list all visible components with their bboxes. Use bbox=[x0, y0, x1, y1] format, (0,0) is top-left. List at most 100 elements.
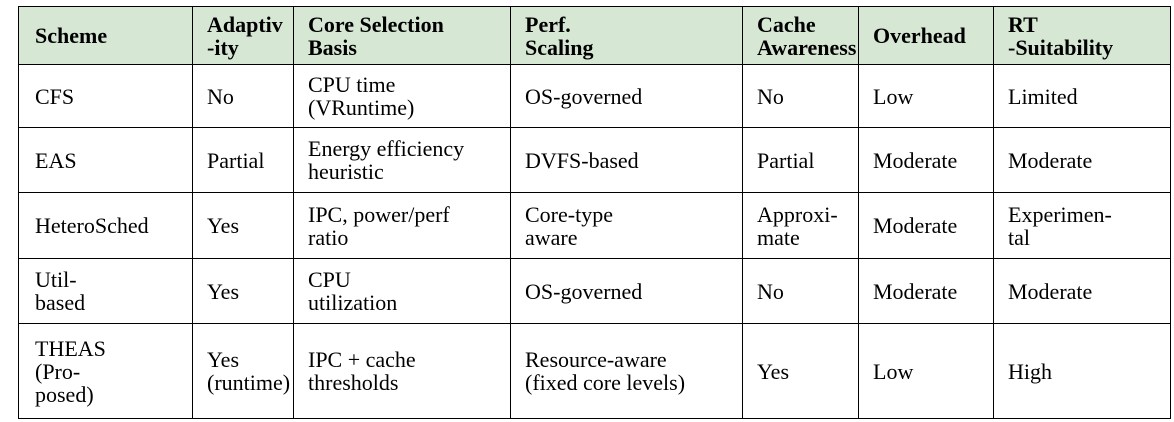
cell-line: THEAS bbox=[35, 335, 106, 361]
table-cell: Resource-aware (fixed core levels) bbox=[510, 323, 743, 419]
cell-line: (VRuntime) bbox=[308, 95, 415, 120]
table-cell: Limited bbox=[993, 64, 1171, 128]
table-cell: No bbox=[742, 64, 859, 128]
cell-line: (runtime) bbox=[207, 370, 291, 395]
table-body: CFS No CPU time (VRuntime) OS-governed No Low L… bbox=[18, 64, 1171, 419]
table-cell: High bbox=[993, 323, 1171, 419]
cell-line: Approxi- bbox=[757, 201, 838, 227]
cell-line: Limited bbox=[1008, 83, 1078, 109]
cell-line: Cache bbox=[757, 11, 816, 37]
cell-line: No bbox=[207, 83, 234, 109]
cell-line: Scaling bbox=[525, 34, 594, 60]
table-cell: Moderate bbox=[858, 192, 994, 259]
header-cell: Overhead bbox=[858, 6, 994, 65]
table-cell: IPC, power/perf ratio bbox=[293, 192, 511, 259]
cell-line: High bbox=[1008, 358, 1052, 384]
cell-line: posed) bbox=[35, 381, 94, 407]
table-cell: Core-type aware bbox=[510, 192, 743, 259]
cell-line: (fixed core levels) bbox=[525, 370, 686, 395]
table-cell: Moderate bbox=[858, 127, 994, 193]
header-cell: Cache Awareness bbox=[742, 6, 859, 65]
table-cell: OS-governed bbox=[510, 64, 743, 128]
cell-line: Energy efficiency bbox=[308, 136, 465, 161]
cell-line: Basis bbox=[308, 34, 357, 60]
table-cell: Moderate bbox=[993, 258, 1171, 324]
cell-line: DVFS-based bbox=[525, 147, 639, 173]
cell-line: HeteroSched bbox=[35, 213, 149, 238]
header-row: Scheme Adaptiv -ity Core Selection Basis Perf… bbox=[18, 6, 1171, 65]
cell-line: Moderate bbox=[1008, 147, 1093, 173]
table-cell: Yes (runtime) bbox=[192, 323, 294, 419]
header-cell: Perf. Scaling bbox=[510, 6, 743, 65]
cell-line: (Pro- bbox=[35, 358, 81, 384]
cell-line: Awareness bbox=[757, 34, 857, 60]
table-cell: Moderate bbox=[993, 127, 1171, 193]
cell-line: Core Selection bbox=[308, 11, 444, 37]
comparison-table: Scheme Adaptiv -ity Core Selection Basis Perf… bbox=[18, 6, 1171, 419]
table-cell: No bbox=[192, 64, 294, 128]
cell-line: RT bbox=[1008, 11, 1038, 37]
cell-line: Low bbox=[873, 358, 914, 384]
cell-line: Adaptiv bbox=[207, 11, 283, 37]
table-cell: CPU time (VRuntime) bbox=[293, 64, 511, 128]
table-cell: THEAS (Pro-posed) bbox=[18, 323, 193, 419]
cell-line: Moderate bbox=[873, 213, 958, 238]
table-row: CFS No CPU time (VRuntime) OS-governed No Low L… bbox=[18, 64, 1171, 128]
cell-line: mate bbox=[757, 224, 800, 250]
cell-line: No bbox=[757, 278, 784, 304]
cell-line: Moderate bbox=[873, 278, 958, 304]
cell-line: OS-governed bbox=[525, 83, 643, 109]
cell-line: Partial bbox=[207, 147, 265, 173]
table-cell: Low bbox=[858, 64, 994, 128]
cell-line: EAS bbox=[35, 147, 77, 173]
cell-line: -Suitability bbox=[1008, 34, 1114, 60]
cell-line: Core-type bbox=[525, 201, 613, 227]
cell-line: Yes bbox=[207, 278, 240, 304]
table-cell: IPC + cache thresholds bbox=[293, 323, 511, 419]
cell-line: Yes bbox=[207, 213, 240, 238]
cell-line: CFS bbox=[35, 83, 75, 109]
cell-line: No bbox=[757, 83, 784, 109]
cell-line: CPU bbox=[308, 267, 351, 292]
table-cell: Util-based bbox=[18, 258, 193, 324]
cell-line: Low bbox=[873, 83, 914, 109]
table-cell: CFS bbox=[18, 64, 193, 128]
table-cell: EAS bbox=[18, 127, 193, 193]
table-cell: Energy efficiency heuristic bbox=[293, 127, 511, 193]
cell-line: heuristic bbox=[308, 159, 384, 184]
cell-line: tal bbox=[1008, 224, 1030, 250]
table-cell: Yes bbox=[192, 258, 294, 324]
cell-line: Moderate bbox=[1008, 278, 1093, 304]
cell-line: IPC + cache bbox=[308, 347, 416, 372]
header-cell: Adaptiv -ity bbox=[192, 6, 294, 65]
cell-line: Scheme bbox=[35, 23, 108, 48]
cell-line: Yes bbox=[207, 347, 240, 372]
table-cell: Partial bbox=[742, 127, 859, 193]
table-cell: No bbox=[742, 258, 859, 324]
cell-line: Experimen- bbox=[1008, 201, 1112, 227]
table-cell: Moderate bbox=[858, 258, 994, 324]
table-cell: Yes bbox=[192, 192, 294, 259]
table-cell: DVFS-based bbox=[510, 127, 743, 193]
table-cell: Yes bbox=[742, 323, 859, 419]
cell-line: aware bbox=[525, 224, 578, 250]
table-row: Util-based Yes CPU utilization OS-governed No… bbox=[18, 258, 1171, 324]
cell-line: ratio bbox=[308, 224, 349, 250]
table-cell: Approxi-mate bbox=[742, 192, 859, 259]
table-cell: Low bbox=[858, 323, 994, 419]
table-cell: HeteroSched bbox=[18, 192, 193, 259]
cell-line: Partial bbox=[757, 147, 815, 173]
header-cell: Scheme bbox=[18, 6, 193, 65]
cell-line: based bbox=[35, 290, 86, 315]
cell-line: utilization bbox=[308, 290, 398, 315]
table-row: HeteroSched Yes IPC, power/perf ratio Core-t… bbox=[18, 192, 1171, 259]
header-cell: RT -Suitability bbox=[993, 6, 1171, 65]
cell-line: thresholds bbox=[308, 370, 399, 395]
cell-line: Yes bbox=[757, 358, 790, 384]
cell-line: Perf. bbox=[525, 11, 571, 37]
table-cell: Experimen-tal bbox=[993, 192, 1171, 259]
table-cell: OS-governed bbox=[510, 258, 743, 324]
cell-line: Overhead bbox=[873, 23, 966, 48]
table-cell: Partial bbox=[192, 127, 294, 193]
